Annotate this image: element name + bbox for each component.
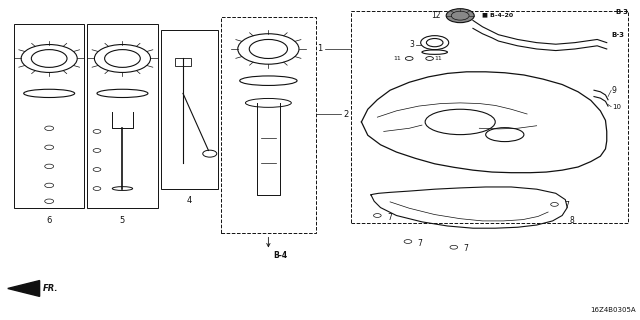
- Polygon shape: [8, 281, 40, 296]
- Text: 5: 5: [120, 215, 125, 225]
- Text: 8: 8: [570, 216, 575, 225]
- Text: B-3: B-3: [615, 9, 628, 14]
- Bar: [351, 11, 628, 223]
- Text: 12: 12: [431, 11, 441, 20]
- Text: 9: 9: [612, 86, 617, 95]
- Text: 7: 7: [564, 202, 569, 211]
- Text: 11: 11: [435, 56, 442, 61]
- Text: 1: 1: [317, 44, 322, 53]
- Text: 16Z4B0305A: 16Z4B0305A: [590, 307, 636, 313]
- Text: 7: 7: [387, 212, 392, 222]
- Text: 6: 6: [47, 215, 52, 225]
- Text: 11: 11: [394, 56, 401, 61]
- Bar: [161, 30, 218, 188]
- Bar: [221, 17, 316, 233]
- Bar: [175, 59, 191, 67]
- Text: 3: 3: [410, 40, 414, 49]
- Text: 10: 10: [612, 104, 621, 110]
- Text: 7: 7: [417, 239, 422, 248]
- Bar: [88, 24, 157, 208]
- Bar: [14, 24, 84, 208]
- Circle shape: [446, 9, 474, 23]
- Text: 7: 7: [463, 244, 468, 253]
- Text: B-3: B-3: [612, 32, 625, 38]
- Text: 4: 4: [187, 196, 192, 205]
- Text: 2: 2: [343, 110, 348, 119]
- Text: FR.: FR.: [43, 284, 58, 293]
- Text: B-4: B-4: [273, 252, 287, 260]
- Text: ■ B-4-20: ■ B-4-20: [483, 12, 514, 17]
